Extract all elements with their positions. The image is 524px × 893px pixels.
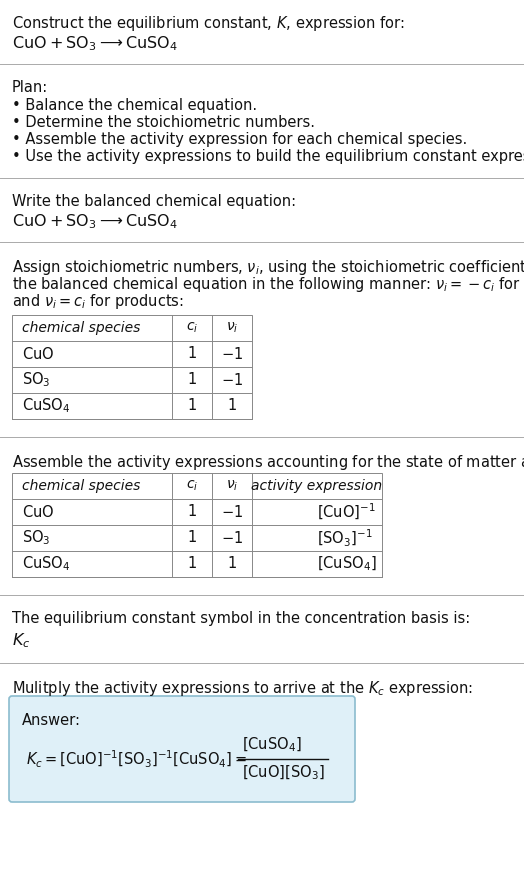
Text: $c_i$: $c_i$: [186, 479, 198, 493]
Text: $\nu_i$: $\nu_i$: [226, 479, 238, 493]
Text: $\mathrm{SO_3}$: $\mathrm{SO_3}$: [22, 529, 51, 547]
Text: and $\nu_i = c_i$ for products:: and $\nu_i = c_i$ for products:: [12, 292, 184, 311]
Text: $c_i$: $c_i$: [186, 321, 198, 335]
Text: $\nu_i$: $\nu_i$: [226, 321, 238, 335]
Text: $-1$: $-1$: [221, 504, 243, 520]
Text: $\mathrm{SO_3}$: $\mathrm{SO_3}$: [22, 371, 51, 389]
Text: $K_c = [\mathrm{CuO}]^{-1} [\mathrm{SO_3}]^{-1} [\mathrm{CuSO_4}] = $: $K_c = [\mathrm{CuO}]^{-1} [\mathrm{SO_3…: [26, 748, 247, 770]
Text: • Balance the chemical equation.: • Balance the chemical equation.: [12, 98, 257, 113]
Text: 1: 1: [188, 398, 196, 413]
Text: Mulitply the activity expressions to arrive at the $K_c$ expression:: Mulitply the activity expressions to arr…: [12, 679, 473, 698]
Text: $[\mathrm{CuO}]^{-1}$: $[\mathrm{CuO}]^{-1}$: [317, 502, 376, 522]
Text: $[\mathrm{CuSO_4}]$: $[\mathrm{CuSO_4}]$: [317, 555, 377, 573]
FancyBboxPatch shape: [9, 696, 355, 802]
Text: Assign stoichiometric numbers, $\nu_i$, using the stoichiometric coefficients, $: Assign stoichiometric numbers, $\nu_i$, …: [12, 258, 524, 277]
Text: $[\mathrm{CuO}] [\mathrm{SO_3}]$: $[\mathrm{CuO}] [\mathrm{SO_3}]$: [242, 764, 324, 782]
Bar: [12, 473, 382, 577]
Text: • Use the activity expressions to build the equilibrium constant expression.: • Use the activity expressions to build …: [12, 149, 524, 164]
Text: 1: 1: [188, 505, 196, 520]
Text: Answer:: Answer:: [22, 713, 81, 728]
Text: 1: 1: [227, 398, 237, 413]
Text: the balanced chemical equation in the following manner: $\nu_i = -c_i$ for react: the balanced chemical equation in the fo…: [12, 275, 524, 294]
Text: • Determine the stoichiometric numbers.: • Determine the stoichiometric numbers.: [12, 115, 315, 130]
Text: chemical species: chemical species: [22, 321, 140, 335]
Text: $K_c$: $K_c$: [12, 631, 30, 650]
Text: chemical species: chemical species: [22, 479, 140, 493]
Text: Assemble the activity expressions accounting for the state of matter and $\nu_i$: Assemble the activity expressions accoun…: [12, 453, 524, 472]
Text: $\mathrm{CuO} + \mathrm{SO_3} \longrightarrow \mathrm{CuSO_4}$: $\mathrm{CuO} + \mathrm{SO_3} \longright…: [12, 34, 178, 53]
Text: • Assemble the activity expression for each chemical species.: • Assemble the activity expression for e…: [12, 132, 467, 147]
Text: $\mathrm{CuO} + \mathrm{SO_3} \longrightarrow \mathrm{CuSO_4}$: $\mathrm{CuO} + \mathrm{SO_3} \longright…: [12, 212, 178, 230]
Text: activity expression: activity expression: [252, 479, 383, 493]
Text: The equilibrium constant symbol in the concentration basis is:: The equilibrium constant symbol in the c…: [12, 611, 470, 626]
Text: 1: 1: [188, 372, 196, 388]
Text: $\mathrm{CuO}$: $\mathrm{CuO}$: [22, 504, 54, 520]
Text: $\mathrm{CuSO_4}$: $\mathrm{CuSO_4}$: [22, 396, 70, 415]
Text: $-1$: $-1$: [221, 530, 243, 546]
Text: Construct the equilibrium constant, $K$, expression for:: Construct the equilibrium constant, $K$,…: [12, 14, 405, 33]
Text: 1: 1: [188, 556, 196, 572]
Text: Write the balanced chemical equation:: Write the balanced chemical equation:: [12, 194, 296, 209]
Text: $[\mathrm{SO_3}]^{-1}$: $[\mathrm{SO_3}]^{-1}$: [317, 528, 373, 548]
Text: Plan:: Plan:: [12, 80, 48, 95]
Text: $-1$: $-1$: [221, 346, 243, 362]
Text: $\mathrm{CuSO_4}$: $\mathrm{CuSO_4}$: [22, 555, 70, 573]
Bar: [12, 315, 252, 419]
Text: 1: 1: [188, 530, 196, 546]
Text: $-1$: $-1$: [221, 372, 243, 388]
Text: 1: 1: [188, 346, 196, 362]
Text: 1: 1: [227, 556, 237, 572]
Text: $[\mathrm{CuSO_4}]$: $[\mathrm{CuSO_4}]$: [242, 736, 302, 755]
Text: $\mathrm{CuO}$: $\mathrm{CuO}$: [22, 346, 54, 362]
